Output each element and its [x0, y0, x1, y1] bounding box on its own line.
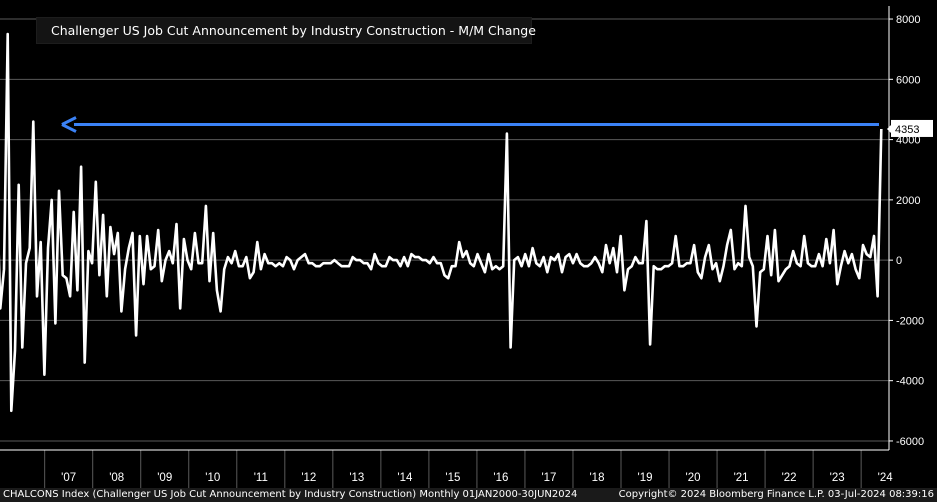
annotation-layer — [61, 116, 879, 133]
x-tick-label: '13 — [349, 472, 364, 484]
y-tick-label: 2000 — [896, 195, 920, 207]
last-value-badge — [891, 119, 933, 137]
y-tick-label: -2000 — [896, 315, 924, 327]
x-year-separators — [44, 450, 862, 488]
x-tick-label: '18 — [589, 472, 604, 484]
y-tick-label: -6000 — [896, 436, 924, 448]
series-line — [0, 32, 883, 413]
x-tick-label: '11 — [254, 472, 268, 484]
x-tick-label: '17 — [541, 472, 556, 484]
footer-copyright: Copyright© 2024 Bloomberg Finance L.P. 0… — [618, 489, 934, 500]
x-tick-label: '24 — [878, 472, 894, 484]
x-tick-label: '14 — [397, 472, 413, 484]
footer-source: CHALCONS Index (Challenger US Job Cut An… — [3, 489, 578, 500]
x-axis: '07 '08 '09 '10 '11 '12 '13 '14 '15 '16 '17 '18 '19 '… — [0, 449, 894, 484]
x-tick-label: '12 — [301, 472, 316, 484]
y-axis: 8000 6000 4000 2000 0 -2000 -4000 -6000 4353 — [887, 6, 933, 450]
x-tick-label: '22 — [782, 472, 797, 484]
x-tick-label: '16 — [493, 472, 508, 484]
x-tick-label: '15 — [445, 472, 460, 484]
last-value-label: 4353 — [895, 124, 919, 136]
x-tick-label: '10 — [205, 472, 220, 484]
x-tick-label: '23 — [830, 472, 845, 484]
x-tick-label: '09 — [157, 472, 172, 484]
series-layer — [0, 32, 883, 413]
x-tick-label: '07 — [61, 472, 76, 484]
y-tick-label: 8000 — [896, 14, 920, 26]
gridlines — [0, 18, 889, 442]
chart-title: Challenger US Job Cut Announcement by In… — [51, 23, 536, 38]
x-tick-label: '19 — [638, 472, 653, 484]
x-tick-label: '08 — [109, 472, 124, 484]
annotation-arrow-head — [61, 116, 77, 133]
y-tick-label: -4000 — [896, 376, 924, 388]
legend: Challenger US Job Cut Announcement by In… — [36, 17, 536, 44]
x-tick-label: '21 — [734, 472, 749, 484]
x-tick-label: '20 — [686, 472, 701, 484]
footer-bar: CHALCONS Index (Challenger US Job Cut An… — [0, 488, 937, 502]
y-tick-label: 4000 — [896, 135, 920, 147]
y-tick-label: 6000 — [896, 74, 920, 86]
last-value-pointer — [887, 123, 892, 134]
y-tick-label: 0 — [896, 255, 902, 267]
